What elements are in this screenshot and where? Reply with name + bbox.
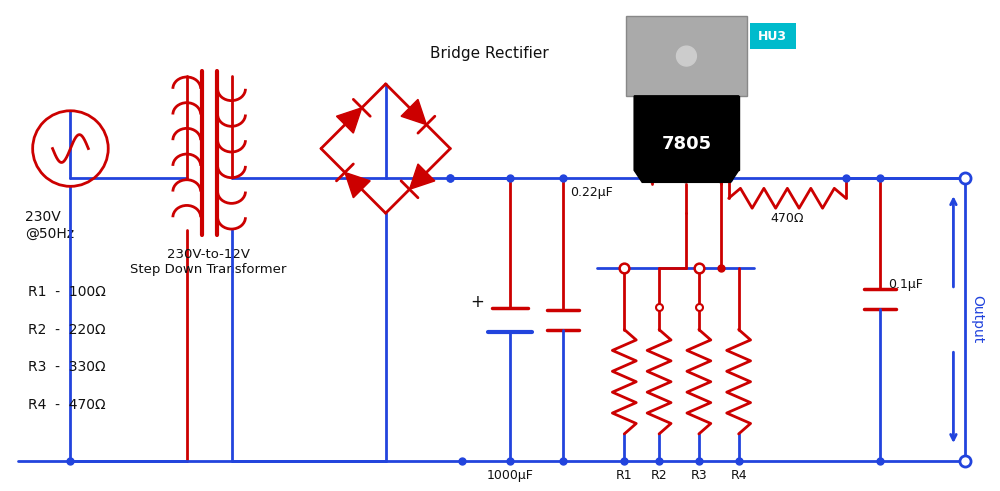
Text: Output: Output	[970, 296, 984, 344]
Text: R1  -  100Ω: R1 - 100Ω	[28, 285, 106, 299]
Text: R3: R3	[691, 469, 707, 482]
Text: 0.1μF: 0.1μF	[888, 278, 923, 291]
Text: HU3: HU3	[758, 29, 787, 43]
Polygon shape	[634, 96, 739, 182]
Text: 0.22μF: 0.22μF	[571, 187, 613, 199]
Text: ELECTRONICS: ELECTRONICS	[644, 29, 740, 43]
Text: Bridge Rectifier: Bridge Rectifier	[430, 46, 549, 61]
Text: R4: R4	[730, 469, 747, 482]
FancyBboxPatch shape	[750, 23, 796, 49]
Text: 230V-to-12V
Step Down Transformer: 230V-to-12V Step Down Transformer	[130, 248, 287, 276]
Text: R1: R1	[616, 469, 633, 482]
Polygon shape	[401, 99, 426, 125]
Text: 1000μF: 1000μF	[487, 469, 533, 482]
Text: R2: R2	[651, 469, 667, 482]
FancyBboxPatch shape	[634, 96, 739, 170]
Text: 7805: 7805	[661, 135, 712, 153]
Circle shape	[676, 46, 696, 66]
Text: 470Ω: 470Ω	[771, 212, 804, 225]
Polygon shape	[336, 108, 362, 133]
Text: R2  -  220Ω: R2 - 220Ω	[28, 323, 105, 336]
FancyBboxPatch shape	[626, 16, 747, 96]
Text: 230V
@50Hz: 230V @50Hz	[25, 210, 74, 241]
Text: R4  -  470Ω: R4 - 470Ω	[28, 398, 105, 412]
Polygon shape	[345, 172, 370, 198]
Text: R3  -  330Ω: R3 - 330Ω	[28, 360, 105, 374]
Text: +: +	[470, 293, 484, 311]
Polygon shape	[410, 164, 435, 190]
